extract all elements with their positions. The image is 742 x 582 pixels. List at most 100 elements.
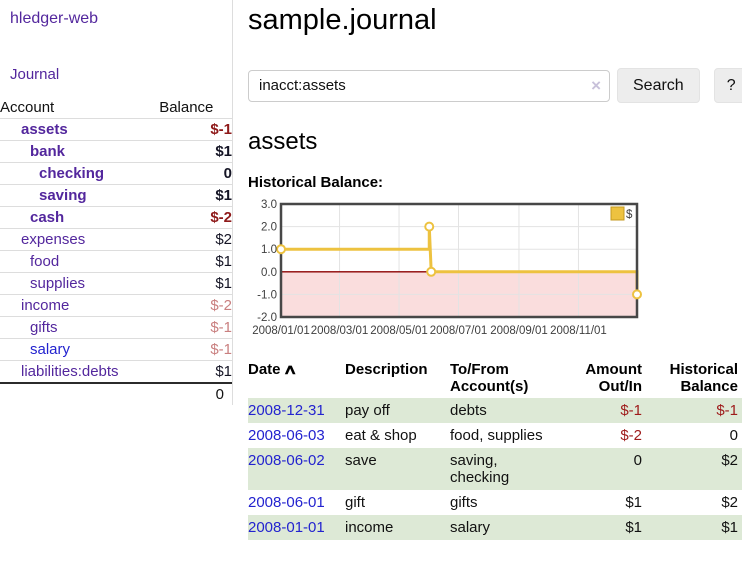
x-axis-tick-label: 2008/11/01 [550,325,607,337]
sidebar-account-link[interactable]: cash [30,209,65,226]
sidebar-account-balance: $-1 [159,118,232,141]
data-point-marker [632,289,642,300]
sidebar-account-row: salary $-1 [0,338,232,361]
sidebar-total-value: 0 [159,382,232,405]
sidebar-account-balance: $-2 [159,206,232,229]
transaction-balance: $-1 [716,402,738,419]
sidebar-account-balance: $1 [159,272,232,295]
transaction-row: 2008-01-01 income salary $1 $1 [248,515,742,540]
y-axis-tick-label: -1.0 [257,289,277,301]
transaction-accounts: saving, checking [450,452,510,486]
data-point-marker [276,244,286,255]
transaction-description: income [345,519,394,536]
chart-title: Historical Balance: [248,174,384,191]
sidebar-account-balance: $2 [159,228,232,251]
sidebar-account-balance: $1 [159,360,232,384]
sidebar-account-balance: $1 [159,140,232,163]
sidebar-account-link[interactable]: food [30,253,60,270]
page-title: sample.journal [248,4,437,36]
sidebar-account-row: bank $1 [0,140,232,163]
sidebar-account-link[interactable]: checking [39,165,105,182]
sidebar-account-row: expenses $2 [0,228,232,251]
transaction-amount: 0 [633,452,642,469]
sidebar-account-row: cash $-2 [0,206,232,229]
sidebar-account-row: supplies $1 [0,272,232,295]
sidebar-account-link[interactable]: bank [30,143,66,160]
sidebar-account-link[interactable]: saving [39,187,87,204]
legend-swatch [610,206,625,221]
clear-search-icon[interactable]: × [591,75,601,95]
search-bar: × Search ? [248,68,742,103]
transaction-balance: $2 [721,452,738,469]
sidebar-account-link[interactable]: salary [30,341,71,358]
transaction-accounts: salary [450,519,491,536]
search-input-wrap: × [248,69,610,102]
y-axis-tick-label: 0.0 [261,267,277,279]
table-header-date[interactable]: Date ∧ [248,361,298,378]
transaction-amount: $1 [625,494,642,511]
sort-ascending-icon: ∧ [282,361,298,377]
plot-border [279,202,639,319]
y-axis-tick-label: 1.0 [261,244,277,256]
transaction-date-link[interactable]: 2008-12-31 [248,402,325,419]
help-button[interactable]: ? [713,68,742,103]
sidebar-account-balance: 0 [159,162,232,185]
sidebar-account-balance: $1 [159,184,232,207]
table-header-amount: Amount Out/In [585,361,642,395]
transaction-date-link[interactable]: 2008-06-01 [248,494,325,511]
sidebar-accounts-table: Account Balance assets $-1 bank $1 check… [0,97,232,405]
transaction-amount: $-1 [620,402,642,419]
y-axis-tick-label: 3.0 [261,199,277,211]
search-input[interactable] [248,69,610,102]
transaction-accounts: food, supplies [450,427,543,444]
register-account-heading: assets [248,128,318,155]
transaction-row: 2008-06-01 gift gifts $1 $2 [248,490,742,515]
table-header-description: Description [345,361,428,378]
sidebar-col-account: Account [0,97,160,119]
transaction-description: save [345,452,377,469]
transaction-amount: $-2 [620,427,642,444]
sidebar-account-row: liabilities:debts $1 [0,360,232,384]
sidebar-account-row: income $-2 [0,294,232,317]
main-content: sample.journal × Search ? assets Histori… [233,0,742,582]
sidebar-account-row: saving $1 [0,184,232,207]
data-point-marker [424,221,435,232]
sidebar-account-link[interactable]: assets [21,121,68,138]
transaction-accounts: gifts [450,494,478,511]
transaction-row: 2008-12-31 pay off debts $-1 $-1 [248,398,742,423]
sidebar-total-row: 0 [0,382,232,405]
sidebar-account-balance: $-1 [159,316,232,339]
transaction-row: 2008-06-02 save saving, checking 0 $2 [248,448,742,490]
y-axis-tick-label: -2.0 [257,312,277,324]
data-point-marker [426,266,437,277]
transaction-description: gift [345,494,366,511]
sidebar-account-link[interactable]: income [21,297,70,314]
app-brand-link[interactable]: hledger-web [10,10,99,27]
transaction-date-link[interactable]: 2008-01-01 [248,519,325,536]
transaction-balance: 0 [729,427,738,444]
transaction-date-link[interactable]: 2008-06-02 [248,452,325,469]
transaction-description: eat & shop [345,427,417,444]
transaction-date-link[interactable]: 2008-06-03 [248,427,325,444]
sidebar-account-link[interactable]: liabilities:debts [21,363,119,380]
sidebar-account-link[interactable]: supplies [30,275,86,292]
sidebar-account-row: gifts $-1 [0,316,232,339]
sidebar-account-link[interactable]: gifts [30,319,58,336]
transaction-row: 2008-06-03 eat & shop food, supplies $-2… [248,423,742,448]
x-axis-tick-label: 2008/09/01 [490,325,548,337]
sidebar-account-balance: $-2 [159,294,232,317]
x-axis-tick-label: 2008/01/01 [252,325,310,337]
table-header-accounts: To/From Account(s) [450,361,529,395]
sidebar-account-row: checking 0 [0,162,232,185]
legend-label: $ [626,209,633,221]
x-axis-tick-label: 2008/07/01 [430,325,488,337]
transaction-description: pay off [345,402,390,419]
transaction-balance: $1 [721,519,738,536]
sidebar-account-row: food $1 [0,250,232,273]
sidebar-account-balance: $1 [159,250,232,273]
sidebar-account-link[interactable]: expenses [21,231,86,248]
sidebar-item-journal[interactable]: Journal [10,66,60,83]
search-button[interactable]: Search [617,68,700,103]
sidebar-total-spacer [0,382,160,405]
